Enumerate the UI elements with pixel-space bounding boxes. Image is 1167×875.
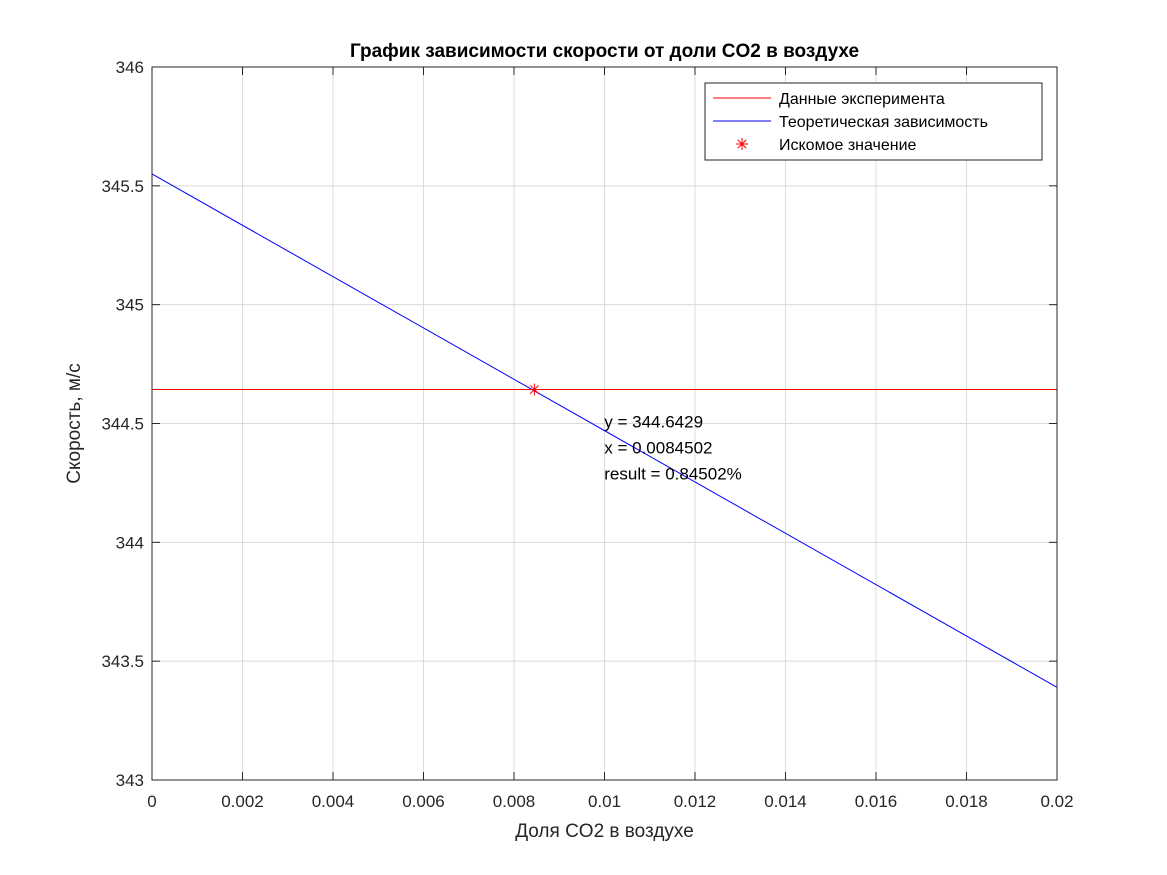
chart-title: График зависимости скорости от доли CO2 … (350, 41, 859, 62)
x-axis-label: Доля CO2 в воздухе (515, 821, 694, 842)
y-tick-label: 345.5 (101, 177, 144, 196)
y-tick-label: 346 (116, 58, 144, 77)
series-line-1 (151, 173, 1058, 688)
x-tick-label: 0.012 (674, 792, 717, 811)
series-layer (151, 173, 1058, 688)
tick-layer: 0 0.002 0.004 0.006 0.008 0.01 0.012 0.014 0.016… (101, 58, 1073, 811)
annotation-line-1: x = 0.0084502 (604, 438, 712, 457)
y-axis-label: Скорость, м/с (64, 363, 85, 483)
x-tick-label: 0.016 (855, 792, 898, 811)
legend: Данные эксперимента Теоретическая зависим… (704, 82, 1043, 161)
x-tick-label: 0.008 (493, 792, 536, 811)
grid-layer (152, 67, 1057, 780)
x-tick-label: 0.02 (1040, 792, 1073, 811)
y-tick-label: 345 (116, 296, 144, 315)
legend-label-0: Данные эксперимента (779, 91, 945, 108)
y-tick-label: 343 (116, 771, 144, 790)
x-tick-label: 0.018 (945, 792, 988, 811)
x-tick-label: 0.006 (402, 792, 445, 811)
x-tick-label: 0.014 (764, 792, 807, 811)
legend-label-1: Теоретическая зависимость (779, 114, 988, 131)
legend-label-2: Искомое значение (779, 137, 917, 154)
x-tick-label: 0.01 (588, 792, 621, 811)
legend-swatch-2 (736, 138, 748, 150)
x-tick-label: 0.004 (312, 792, 355, 811)
y-tick-label: 344.5 (101, 415, 144, 434)
x-tick-label: 0.002 (221, 792, 264, 811)
plot-area: 0 0.002 0.004 0.006 0.008 0.01 0.012 0.014 0.016… (101, 58, 1073, 811)
x-tick-label: 0 (147, 792, 156, 811)
annotation-line-0: y = 344.6429 (604, 412, 703, 431)
annotation-line-2: result = 0.84502% (604, 464, 742, 483)
y-tick-label: 344 (116, 533, 144, 552)
series-marker-2 (528, 383, 541, 396)
y-tick-label: 343.5 (101, 652, 144, 671)
annotation: y = 344.6429 x = 0.0084502 result = 0.8450… (604, 412, 742, 483)
